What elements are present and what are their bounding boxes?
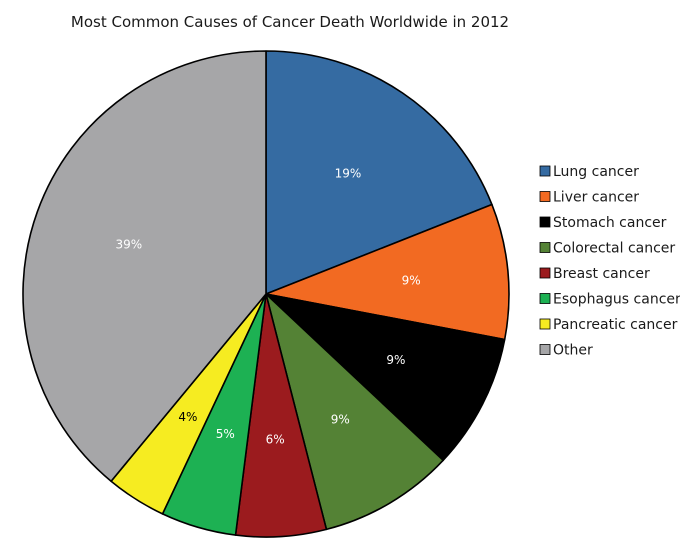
pie-slices [22, 50, 510, 538]
legend-swatch-lung-cancer [539, 165, 551, 177]
legend-swatch-esophagus-cancer [539, 293, 551, 304]
legend-swatch-other [539, 344, 551, 355]
pie-slice-stomach-cancer [265, 293, 506, 462]
legend-swatch-stomach-cancer [539, 216, 551, 228]
chart-title: Most Common Causes of Cancer Death World… [71, 13, 509, 31]
pie-slice-liver-cancer [265, 203, 510, 341]
slice-label-breast-cancer: 6% [266, 433, 285, 447]
legend-label-lung-cancer: Lung cancer [553, 164, 639, 180]
slice-label-lung-cancer: 19% [335, 166, 362, 180]
slice-label-esophagus-cancer: 5% [216, 427, 235, 441]
pie-slice-other [22, 50, 267, 483]
pie-slice-labels: 19% 9% 9% 9% 6% 5% 4% 39% [115, 166, 420, 446]
legend-label-breast-cancer: Breast cancer [553, 266, 650, 282]
legend-swatch-pancreatic-cancer [539, 318, 551, 330]
legend-swatch-liver-cancer [539, 191, 551, 202]
pie-slice-lung-cancer [265, 50, 493, 295]
legend-swatch-colorectal-cancer [539, 242, 551, 253]
slice-label-pancreatic-cancer: 4% [178, 410, 197, 424]
legend: Lung cancer Liver cancer Stomach cancer Col… [539, 164, 680, 359]
slice-label-liver-cancer: 9% [402, 273, 421, 287]
legend-label-esophagus-cancer: Esophagus cancer [553, 292, 680, 308]
legend-label-liver-cancer: Liver cancer [553, 190, 639, 206]
pie-slice-colorectal-cancer [265, 293, 444, 531]
legend-label-colorectal-cancer: Colorectal cancer [553, 241, 675, 257]
slice-label-other: 39% [115, 238, 142, 252]
legend-label-other: Other [553, 343, 593, 359]
legend-swatch-breast-cancer [539, 267, 551, 279]
slice-label-colorectal-cancer: 9% [331, 412, 350, 426]
legend-label-pancreatic-cancer: Pancreatic cancer [553, 317, 678, 333]
legend-label-stomach-cancer: Stomach cancer [553, 215, 667, 231]
slice-label-stomach-cancer: 9% [386, 353, 405, 367]
